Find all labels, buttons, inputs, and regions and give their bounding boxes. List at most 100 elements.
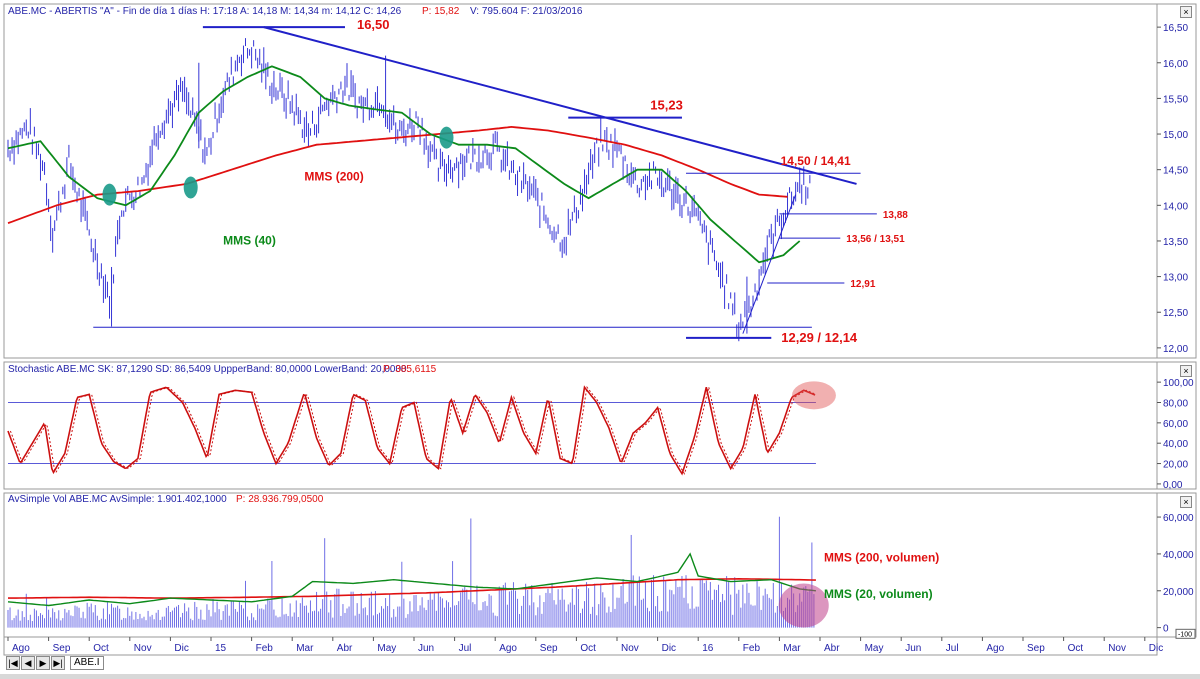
volume-mms200-label: MMS (200, volumen) — [824, 550, 939, 564]
time-axis-label: Feb — [256, 643, 274, 654]
volume-header-p: P: 28.936.799,0500 — [236, 494, 324, 505]
price-axis-label: 13,50 — [1163, 237, 1188, 248]
volume-axis-label: 20,000 — [1163, 587, 1194, 598]
volume-mms20-line — [7, 552, 816, 607]
stochastic-axis-label: 100,00 — [1163, 378, 1194, 389]
time-axis-label: Jul — [459, 643, 472, 654]
time-axis-label: Jun — [905, 643, 921, 654]
stochastic-axis-label: 60,00 — [1163, 419, 1188, 430]
time-axis-label: Sep — [53, 643, 71, 654]
stochastic-highlight — [791, 381, 836, 410]
stochastic-axis-panel — [1156, 361, 1197, 490]
crossover-marker — [183, 176, 198, 199]
price-axis-panel — [1156, 3, 1197, 359]
stochastic-sk-line — [7, 385, 816, 476]
volume-header: AvSimple Vol ABE.MC AvSimple: 1.901.402,… — [8, 494, 227, 505]
time-axis-label: Mar — [296, 643, 314, 654]
time-axis-label: Oct — [1068, 643, 1084, 654]
level-label: 15,23 — [650, 98, 683, 113]
next-button[interactable]: ▶ — [36, 656, 50, 670]
mms200-line — [7, 125, 788, 224]
stochastic-header: Stochastic ABE.MC SK: 87,1290 SD: 86,540… — [8, 364, 407, 375]
time-axis-label: Abr — [337, 643, 353, 654]
price-plot: 16,50 15,23 14,50 / 14,41 13,88 13,56 / 13,5… — [7, 17, 908, 345]
time-axis-label: Abr — [824, 643, 840, 654]
time-axis-label: Ago — [12, 643, 30, 654]
volume-axis-panel — [1156, 492, 1197, 638]
time-axis-label: Jul — [946, 643, 959, 654]
level-label: 13,88 — [883, 210, 908, 221]
time-axis-label: Dic — [1149, 643, 1163, 654]
axes: 16,50 16,00 15,50 15,00 14,50 14,00 13,50 13,00… — [7, 23, 1196, 654]
level-label: 12,29 / 12,14 — [781, 330, 858, 345]
crossover-marker — [439, 126, 454, 149]
rising-trendline — [742, 194, 797, 334]
time-axis-label: Sep — [540, 643, 558, 654]
level-label: 13,56 / 13,51 — [846, 234, 905, 245]
time-axis-label: Oct — [580, 643, 596, 654]
price-axis-label: 12,50 — [1163, 308, 1188, 319]
crossover-marker — [102, 183, 117, 206]
time-axis-label: Dic — [662, 643, 676, 654]
level-label: 16,50 — [357, 17, 390, 32]
time-axis-label: Jun — [418, 643, 434, 654]
mms200-label: MMS (200) — [304, 169, 363, 183]
volume-mms200-line — [8, 577, 816, 599]
volume-mms20-label: MMS (20, volumen) — [824, 587, 933, 601]
level-label: 14,50 / 14,41 — [781, 154, 851, 168]
volume-panel-close-icon[interactable]: × — [1180, 496, 1192, 508]
price-axis-label: 12,00 — [1163, 344, 1188, 355]
time-axis-label: Sep — [1027, 643, 1045, 654]
price-panel-close-icon[interactable]: × — [1180, 6, 1192, 18]
time-axis-label: Nov — [1108, 643, 1126, 654]
time-axis-label: Nov — [134, 643, 152, 654]
price-axis-label: 16,00 — [1163, 59, 1188, 70]
time-axis-label: 15 — [215, 643, 227, 654]
time-axis-label: Ago — [499, 643, 517, 654]
volume-axis-label: 40,000 — [1163, 550, 1194, 561]
time-axis-label: Oct — [93, 643, 109, 654]
stochastic-axis-label: 40,00 — [1163, 439, 1188, 450]
time-axis-panel — [3, 636, 1158, 656]
price-axis-label: 14,00 — [1163, 201, 1188, 212]
time-axis-label: Mar — [783, 643, 801, 654]
volume-axis-extra-label: -100 — [1178, 631, 1192, 638]
stochastic-axis-label: 0,00 — [1163, 480, 1183, 491]
stochastic-panel-close-icon[interactable]: × — [1180, 365, 1192, 377]
time-axis-label: May — [865, 643, 884, 654]
descending-trendline — [263, 26, 857, 185]
volume-highlight — [778, 583, 829, 628]
mms40-label: MMS (40) — [223, 234, 276, 248]
stochastic-sd-line — [9, 385, 817, 475]
previous-button[interactable]: ◀ — [21, 656, 35, 670]
price-panel — [3, 3, 1158, 359]
last-page-button[interactable]: ▶| — [51, 656, 65, 670]
tab-active-symbol[interactable]: ABE.I — [70, 656, 104, 670]
stochastic-plot — [7, 381, 836, 476]
first-page-button[interactable]: |◀ — [6, 656, 20, 670]
price-axis-label: 13,00 — [1163, 273, 1188, 284]
price-axis-label: 14,50 — [1163, 166, 1188, 177]
price-axis-label: 16,50 — [1163, 23, 1188, 34]
volume-axis-label: 60,000 — [1163, 513, 1194, 524]
stochastic-header-p: P: 385,6115 — [383, 364, 437, 375]
level-label: 12,91 — [850, 279, 875, 290]
price-header-p: P: 15,82 — [422, 6, 460, 17]
volume-axis-label: 0 — [1163, 624, 1169, 635]
price-axis-label: 15,50 — [1163, 94, 1188, 105]
time-axis-label: Nov — [621, 643, 639, 654]
stochastic-axis-label: 80,00 — [1163, 398, 1188, 409]
volume-plot: MMS (200, volumen) MMS (20, volumen) — [7, 516, 939, 628]
price-axis-label: 15,00 — [1163, 130, 1188, 141]
price-header: ABE.MC - ABERTIS "A" - Fin de día 1 días… — [8, 6, 402, 17]
time-axis-label: Ago — [986, 643, 1004, 654]
mms40-line — [7, 65, 801, 264]
time-axis-label: May — [377, 643, 396, 654]
time-axis-label: Feb — [743, 643, 761, 654]
time-axis-label: 16 — [702, 643, 714, 654]
stochastic-axis-label: 20,00 — [1163, 460, 1188, 471]
time-axis-label: Dic — [174, 643, 188, 654]
volume-panel — [3, 492, 1158, 638]
